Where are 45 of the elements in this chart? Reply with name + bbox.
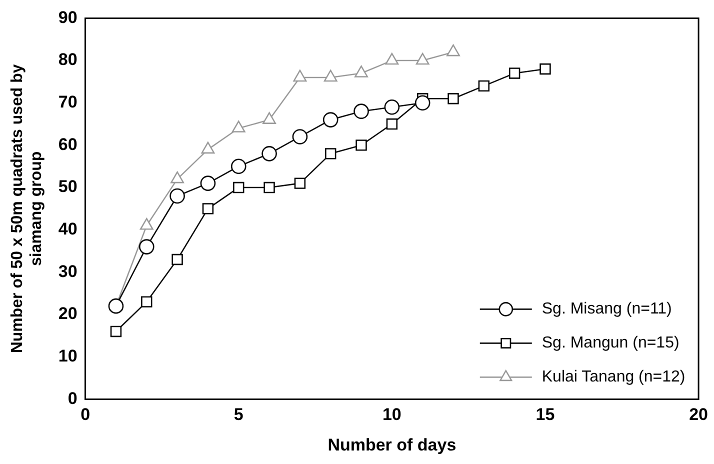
point xyxy=(386,118,398,130)
point xyxy=(172,254,183,266)
point xyxy=(170,188,185,204)
point xyxy=(262,146,277,162)
point xyxy=(356,140,367,151)
point xyxy=(414,95,430,111)
x-tick-label: 0 xyxy=(80,405,90,424)
point xyxy=(354,104,369,119)
point xyxy=(230,158,246,174)
x-tick-label: 15 xyxy=(536,405,555,424)
y-tick-label: 0 xyxy=(68,388,78,408)
x-tick-label: 10 xyxy=(382,405,402,424)
point xyxy=(233,182,244,194)
point xyxy=(110,326,122,338)
x-tick-label: 20 xyxy=(689,405,708,424)
x-axis-title: Number of days xyxy=(328,435,456,454)
y-tick-label: 60 xyxy=(58,134,78,154)
point xyxy=(202,203,214,214)
y-tick-label: 10 xyxy=(58,346,78,366)
point xyxy=(325,148,336,160)
x-tick-label: 5 xyxy=(234,405,244,424)
point xyxy=(141,296,152,308)
y-axis-title: Number of 50 x 50m quadrats used by siamang group xyxy=(9,64,46,354)
point xyxy=(264,182,275,194)
y-tick-label: 30 xyxy=(58,262,78,281)
point xyxy=(292,129,308,144)
y-tick-label: 70 xyxy=(58,92,78,112)
legend-label: Sg. Mangun (n=15) xyxy=(542,334,680,352)
y-tick-label: 40 xyxy=(58,220,78,239)
y-tick-label: 50 xyxy=(58,177,78,196)
point xyxy=(294,178,306,189)
point xyxy=(384,99,400,115)
y-tick-label: 20 xyxy=(58,304,78,324)
point xyxy=(138,239,154,254)
point xyxy=(108,298,124,314)
legend-label: Kulai Tanang (n=12) xyxy=(542,368,686,386)
point xyxy=(540,63,551,75)
point xyxy=(448,93,459,104)
point xyxy=(508,68,520,79)
y-tick-label: 90 xyxy=(58,8,78,27)
point xyxy=(322,112,338,128)
point xyxy=(200,176,216,191)
point xyxy=(478,80,490,92)
y-tick-label: 80 xyxy=(58,50,78,70)
legend-label: Sg. Misang (n=11) xyxy=(542,300,672,318)
